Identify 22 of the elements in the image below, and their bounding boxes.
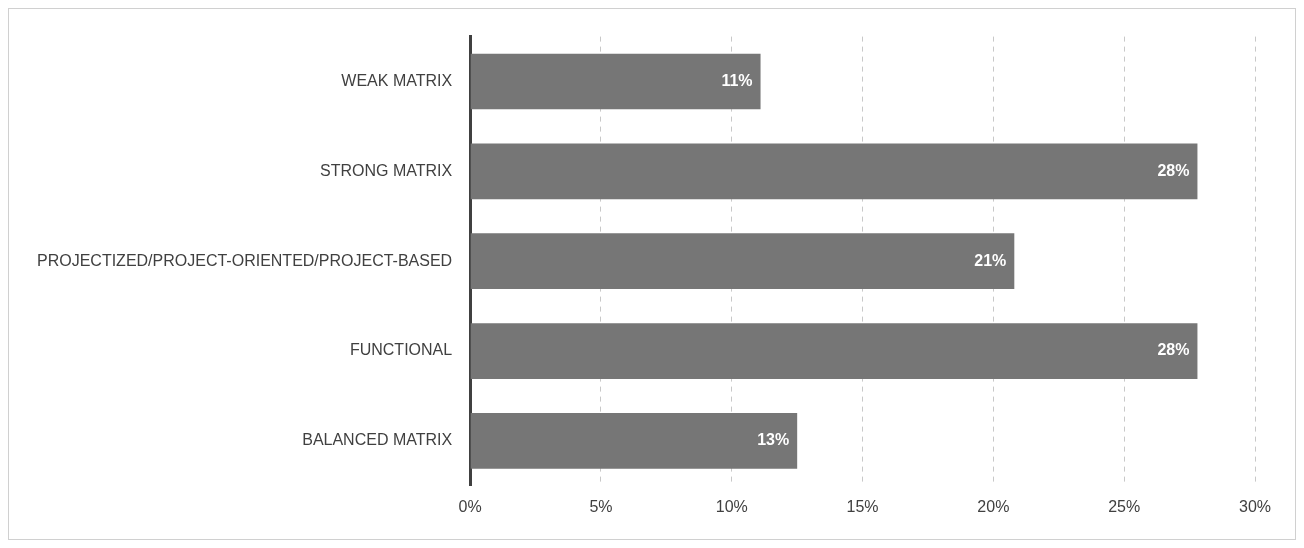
bar xyxy=(470,143,1198,200)
y-tick-label: BALANCED MATRIX xyxy=(302,431,453,449)
bar xyxy=(470,53,761,110)
y-tick-label: WEAK MATRIX xyxy=(341,71,453,89)
x-tick-label: 15% xyxy=(846,497,879,515)
x-tick-label: 30% xyxy=(1238,497,1272,515)
bar xyxy=(470,413,798,469)
x-tick-label: 5% xyxy=(589,497,613,515)
x-tick-label: 0% xyxy=(458,497,482,515)
x-tick-label: 20% xyxy=(977,497,1010,515)
data-label: 21% xyxy=(974,251,1007,269)
data-label: 13% xyxy=(757,431,790,449)
y-tick-label: FUNCTIONAL xyxy=(349,341,453,359)
data-label: 28% xyxy=(1157,341,1190,359)
bar xyxy=(470,323,1198,379)
data-label: 28% xyxy=(1157,161,1190,179)
x-tick-label: 25% xyxy=(1108,497,1141,515)
data-label: 11% xyxy=(721,71,753,89)
y-tick-label: PROJECTIZED/PROJECT-ORIENTED/PROJECT-BASED xyxy=(37,251,453,269)
y-tick-label: STRONG MATRIX xyxy=(320,161,453,179)
bar xyxy=(470,233,1015,290)
x-tick-label: 10% xyxy=(715,497,748,515)
